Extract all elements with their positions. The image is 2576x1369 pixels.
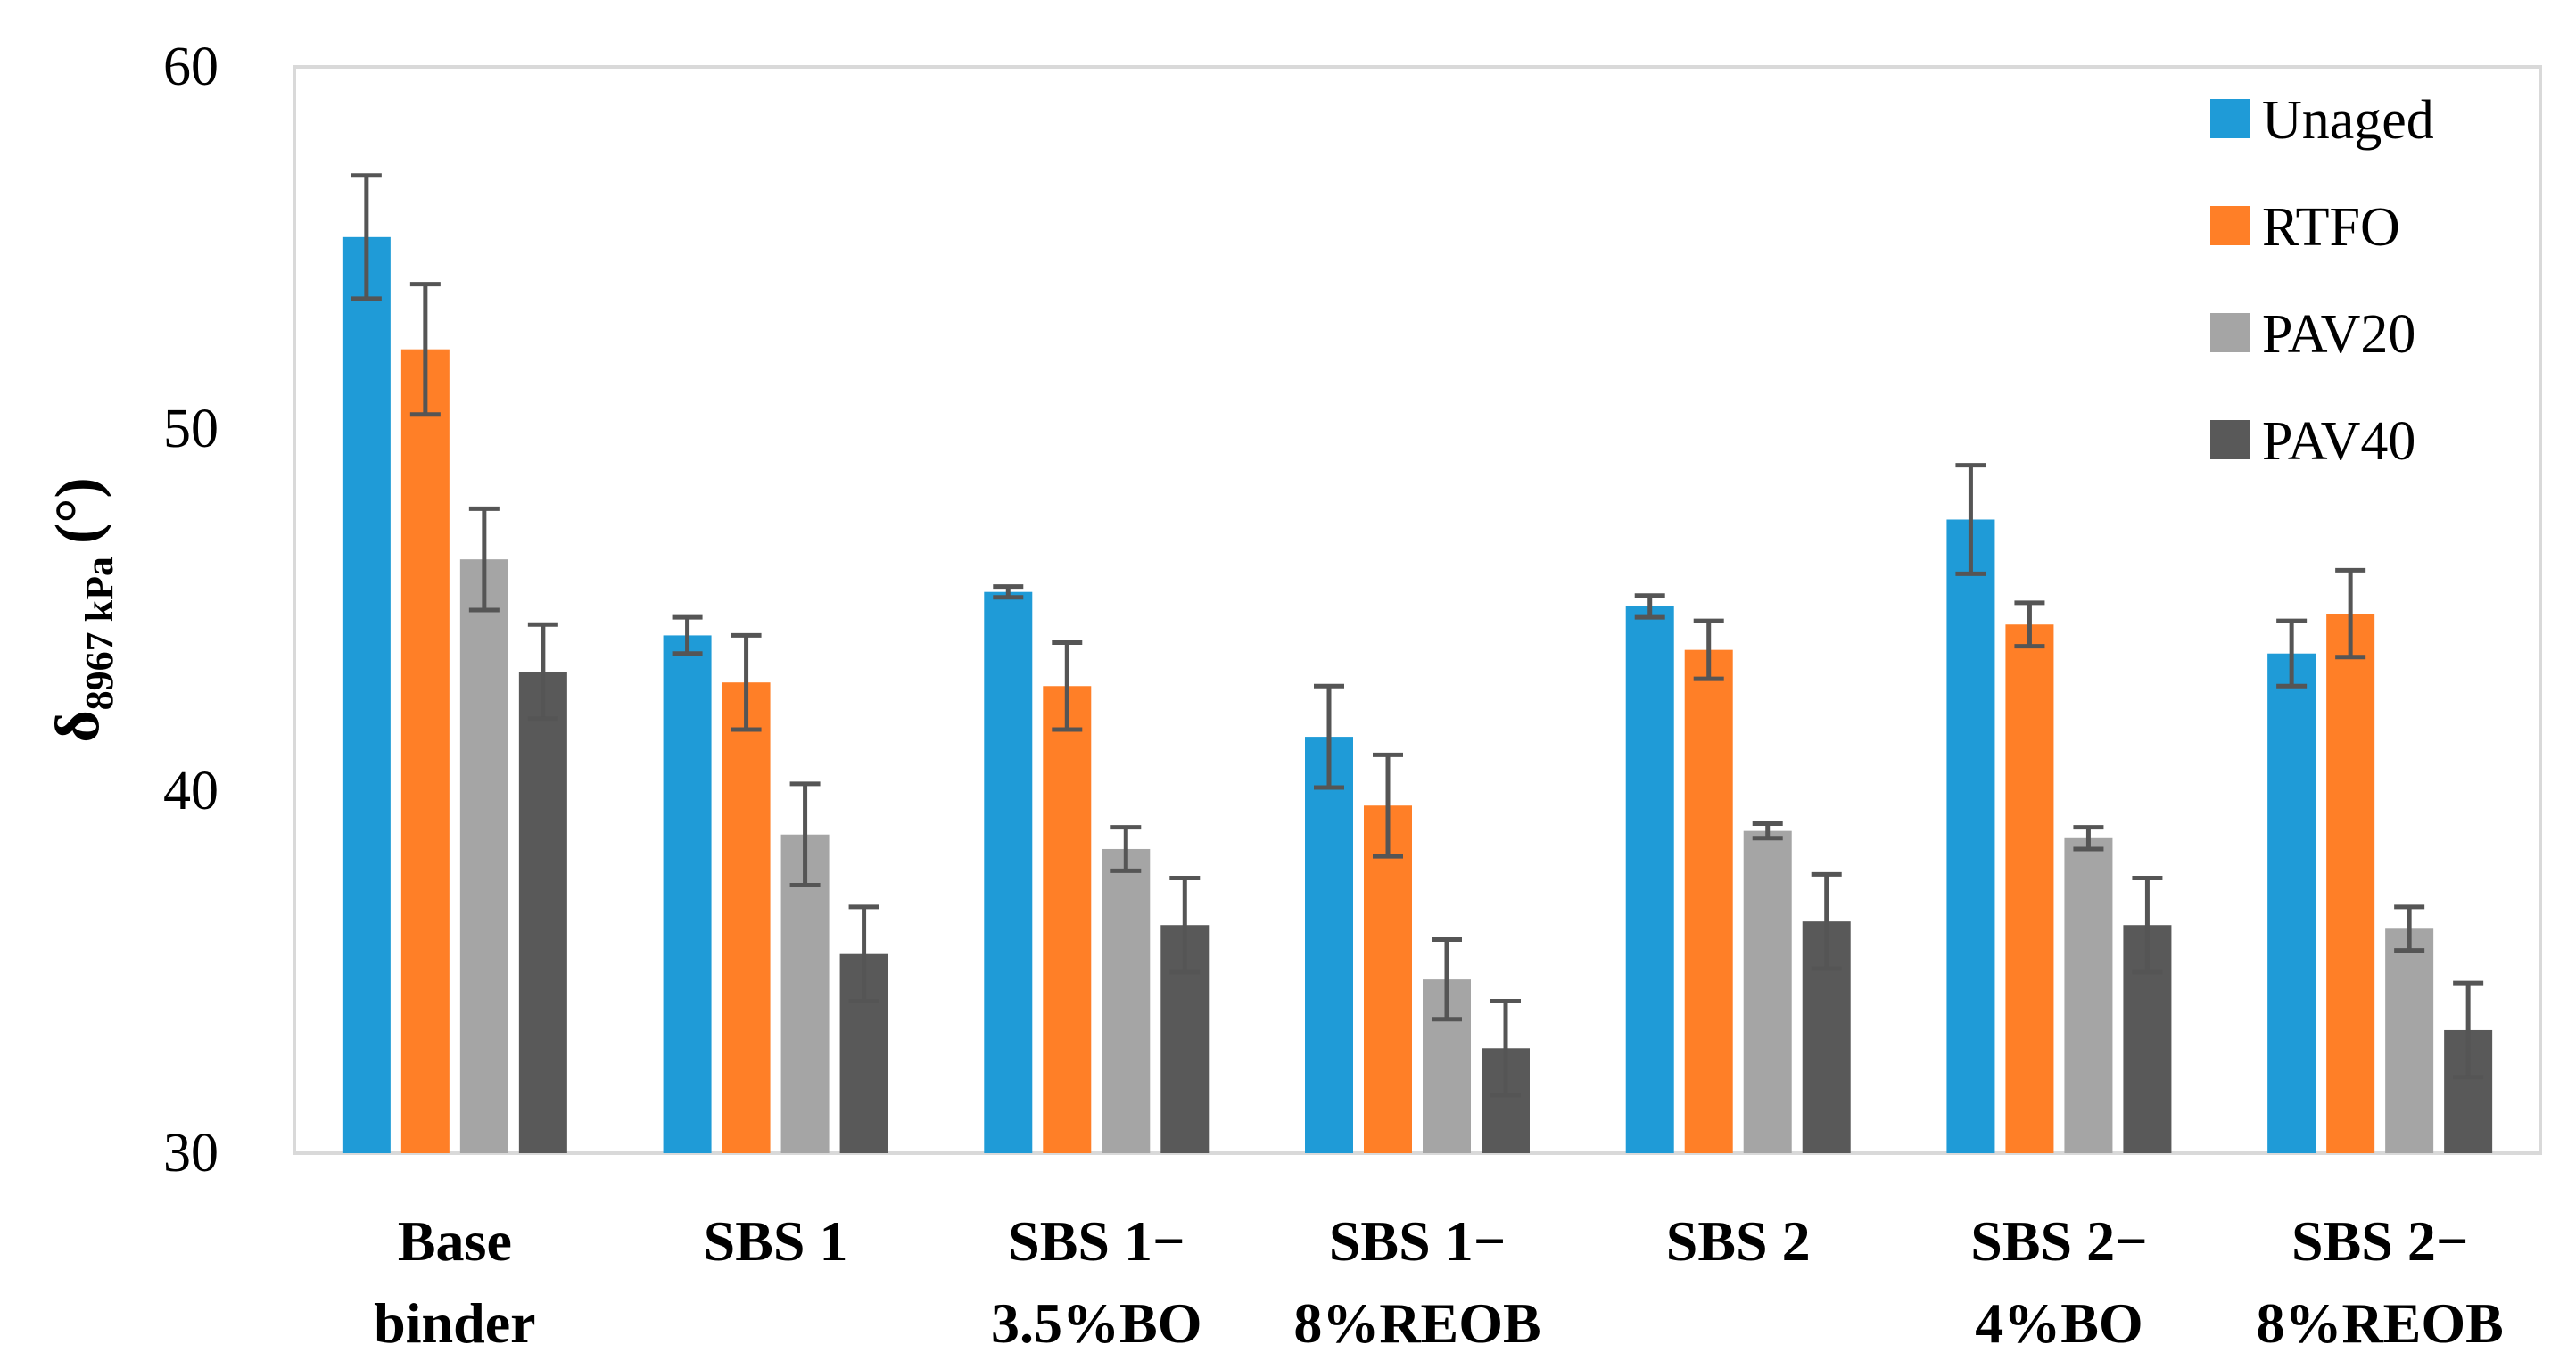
bar-rtfo-4 — [1684, 649, 1733, 1153]
legend-swatch-unaged — [2210, 99, 2250, 138]
category-label: SBS 2 — [1666, 1209, 1811, 1273]
bars-layer — [342, 236, 2493, 1153]
legend-swatch-rtfo — [2210, 206, 2250, 245]
legend-swatch-pav40 — [2210, 420, 2250, 459]
bar-pav20-2 — [1102, 848, 1151, 1153]
category-label: SBS 1− — [1008, 1209, 1185, 1273]
category-label: SBS 2− — [2291, 1209, 2468, 1273]
bar-unaged-5 — [1946, 519, 1995, 1153]
legend: Unaged RTFO PAV20 PAV40 — [2210, 90, 2434, 472]
y-tick-label: 40 — [163, 761, 219, 821]
category-label: 8%REOB — [2256, 1291, 2503, 1355]
category-label: SBS 1 — [704, 1209, 848, 1273]
category-label: 8%REOB — [1293, 1291, 1540, 1355]
legend-label-rtfo: RTFO — [2262, 197, 2400, 258]
bar-unaged-6 — [2267, 653, 2316, 1153]
y-axis-label-symbol: δ — [44, 710, 112, 742]
category-label: 4%BO — [1975, 1291, 2143, 1355]
y-axis-label-subscript: 8967 kPa — [78, 557, 121, 710]
category-label: binder — [374, 1291, 535, 1355]
bar-rtfo-0 — [400, 349, 450, 1153]
legend-label-pav40: PAV40 — [2262, 411, 2415, 472]
legend-swatch-pav20 — [2210, 313, 2250, 352]
y-tick-label: 30 — [163, 1123, 219, 1183]
bar-rtfo-1 — [722, 682, 771, 1153]
bar-pav20-4 — [1743, 830, 1792, 1153]
bar-pav20-5 — [2064, 837, 2113, 1153]
error-bars-layer — [351, 173, 2484, 1098]
bar-pav40-0 — [518, 672, 567, 1153]
plot-area-border — [293, 65, 2542, 1155]
bar-rtfo-5 — [2005, 624, 2054, 1153]
bar-unaged-2 — [984, 591, 1033, 1153]
y-axis-ticks: 30 40 50 60 — [163, 37, 219, 1183]
y-tick-label: 60 — [163, 37, 219, 97]
legend-label-unaged: Unaged — [2262, 90, 2434, 151]
bar-unaged-4 — [1625, 606, 1674, 1153]
bar-unaged-1 — [663, 635, 712, 1153]
y-tick-label: 50 — [163, 399, 219, 459]
category-label: 3.5%BO — [991, 1291, 1201, 1355]
bar-pav20-6 — [2385, 928, 2434, 1153]
legend-label-pav20: PAV20 — [2262, 304, 2415, 365]
category-label: SBS 1− — [1329, 1209, 1506, 1273]
bar-unaged-0 — [342, 236, 391, 1153]
bar-pav20-0 — [459, 559, 508, 1153]
bar-rtfo-2 — [1043, 686, 1092, 1153]
bar-pav20-1 — [780, 834, 830, 1153]
y-axis-label: δ8967 kPa (°) — [44, 477, 121, 742]
category-label: Base — [398, 1209, 512, 1273]
bar-rtfo-3 — [1364, 805, 1412, 1153]
y-axis-label-unit: (°) — [44, 477, 112, 544]
category-label: SBS 2− — [1970, 1209, 2147, 1273]
category-labels: Base binder SBS 1 SBS 1− 3.5%BO SBS 1− 8%REOB S… — [374, 1209, 2504, 1355]
bar-rtfo-6 — [2326, 614, 2375, 1153]
bar-unaged-3 — [1305, 737, 1353, 1153]
